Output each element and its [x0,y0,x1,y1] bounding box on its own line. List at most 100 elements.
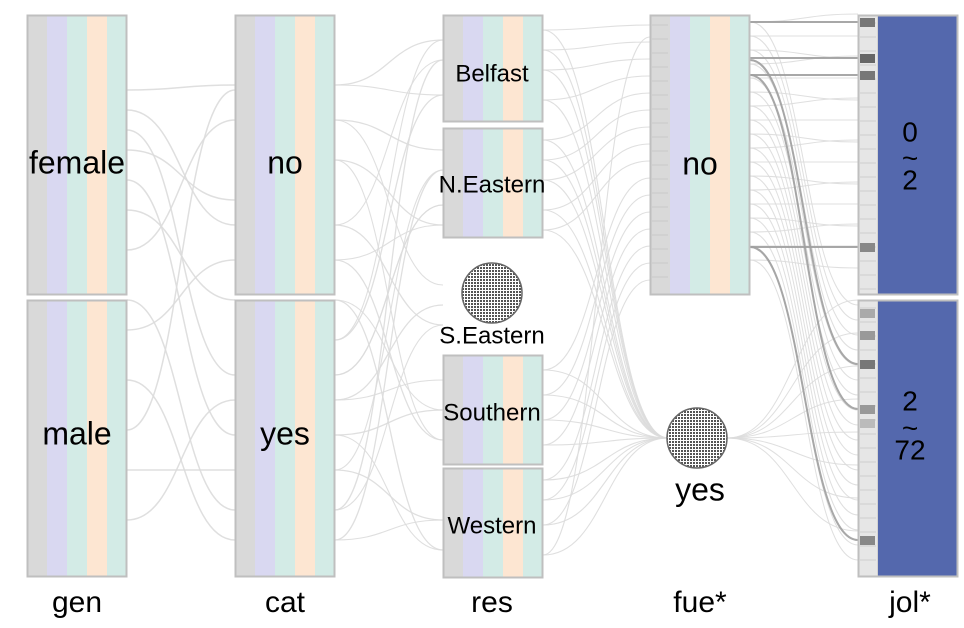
box-border [857,299,959,578]
box-stripe [463,128,483,238]
box-border [26,299,128,578]
category-label-res-western: Western [448,512,537,539]
box-stripe [443,468,463,578]
box-border [26,14,128,296]
ribbon-path [334,224,444,261]
ribbon-path [542,75,651,101]
box-border [442,467,544,579]
category-res-s-eastern[interactable] [461,262,523,324]
ribbon-path [334,299,444,551]
category-res-belfast[interactable] [442,14,544,123]
category-res-n-eastern[interactable] [442,127,544,239]
category-label-jol-0-2: 2 [902,164,918,195]
ribbon-path [542,437,669,556]
axis-label-res[interactable]: res [471,586,513,619]
category-label-jol-0-2: 0 [902,116,918,147]
axis-label-jol[interactable]: jol* [888,586,931,619]
box-stripe [295,15,315,295]
box-stripe [483,468,503,578]
ribbon-path [334,119,444,286]
ribbon-path [542,126,651,181]
ribbon-path [726,299,859,439]
ribbon-path [542,36,651,556]
ribbon-path [334,39,444,341]
ribbon-path [542,24,651,31]
category-cat-yes[interactable] [234,299,336,578]
box-stripe [730,15,750,295]
category-fue-yes[interactable] [666,407,728,469]
ribbon-path [542,29,669,439]
ribbon-path [542,437,669,526]
axis-label-fue[interactable]: fue* [673,586,727,619]
category-jol-0-2[interactable] [857,14,959,296]
category-label-cat-no: no [267,144,303,180]
ribbon-path [334,169,444,541]
ribbon-path [334,224,444,326]
box-stripe [87,300,107,577]
box-stripe [523,468,543,578]
labels-layer: female male gen no yes cat Belfast N.Eastern S.E… [29,60,931,619]
box-border [442,14,544,123]
ribbon-path [749,97,859,107]
box-fill [878,15,958,295]
box-stripe [857,299,879,578]
ribbon-path [749,217,859,516]
ribbon-path [749,74,859,410]
ribbon-path [749,49,859,336]
category-gen-female[interactable] [26,14,128,296]
ribbon-path [726,437,859,466]
ribbon-path [749,13,859,23]
category-label-jol-2-72: 2 [902,385,918,416]
ribbon-path [726,437,859,532]
axis-label-gen[interactable]: gen [52,586,102,619]
ribbon-path [542,143,651,211]
ribbon-path [542,92,651,141]
category-label-res-belfast: Belfast [455,60,529,87]
box-stripe [523,355,543,465]
box-stripe [650,15,670,295]
box-border [234,14,336,296]
category-label-jol-0-2: ~ [902,142,918,173]
box-stripe [235,15,255,295]
ribbon-path [126,129,236,376]
box-stripe [47,15,67,295]
ribbon-path [334,324,444,511]
segment-marker [860,243,875,252]
box-stripe [315,15,335,295]
box-stripe [690,15,710,295]
category-jol-2-72[interactable] [857,299,959,578]
category-fue-no[interactable] [649,14,751,296]
box-stripe [275,300,295,577]
ribbon-path [749,217,859,227]
ribbon-path [542,437,669,501]
ribbon-path [542,229,669,439]
ribbons-layer [126,13,859,561]
category-res-western[interactable] [442,467,544,579]
ribbon-path [126,299,236,511]
ribbon-path [542,437,669,481]
category-res-southern[interactable] [442,354,544,466]
ribbon-path [334,39,444,86]
category-cat-no[interactable] [234,14,336,296]
ribbon-path [726,437,859,499]
ribbon-path [334,379,444,401]
ribbon-path [334,259,444,441]
ribbon-path [542,58,651,71]
segment-marker [860,54,875,63]
segment-marker [860,360,875,369]
axis-label-cat[interactable]: cat [265,586,306,619]
ribbon-path [749,147,859,441]
ribbon-path [726,332,859,439]
category-label-res-southern: Southern [443,399,540,426]
category-gen-male[interactable] [26,299,128,578]
ribbon-path [749,259,859,269]
box-stripe [523,15,543,122]
ribbon-path [334,519,444,541]
ribbon-path [334,469,444,521]
ribbon-path [542,211,651,421]
box-stripe [710,15,730,295]
ribbon-path [542,109,651,161]
box-stripe [255,15,275,295]
